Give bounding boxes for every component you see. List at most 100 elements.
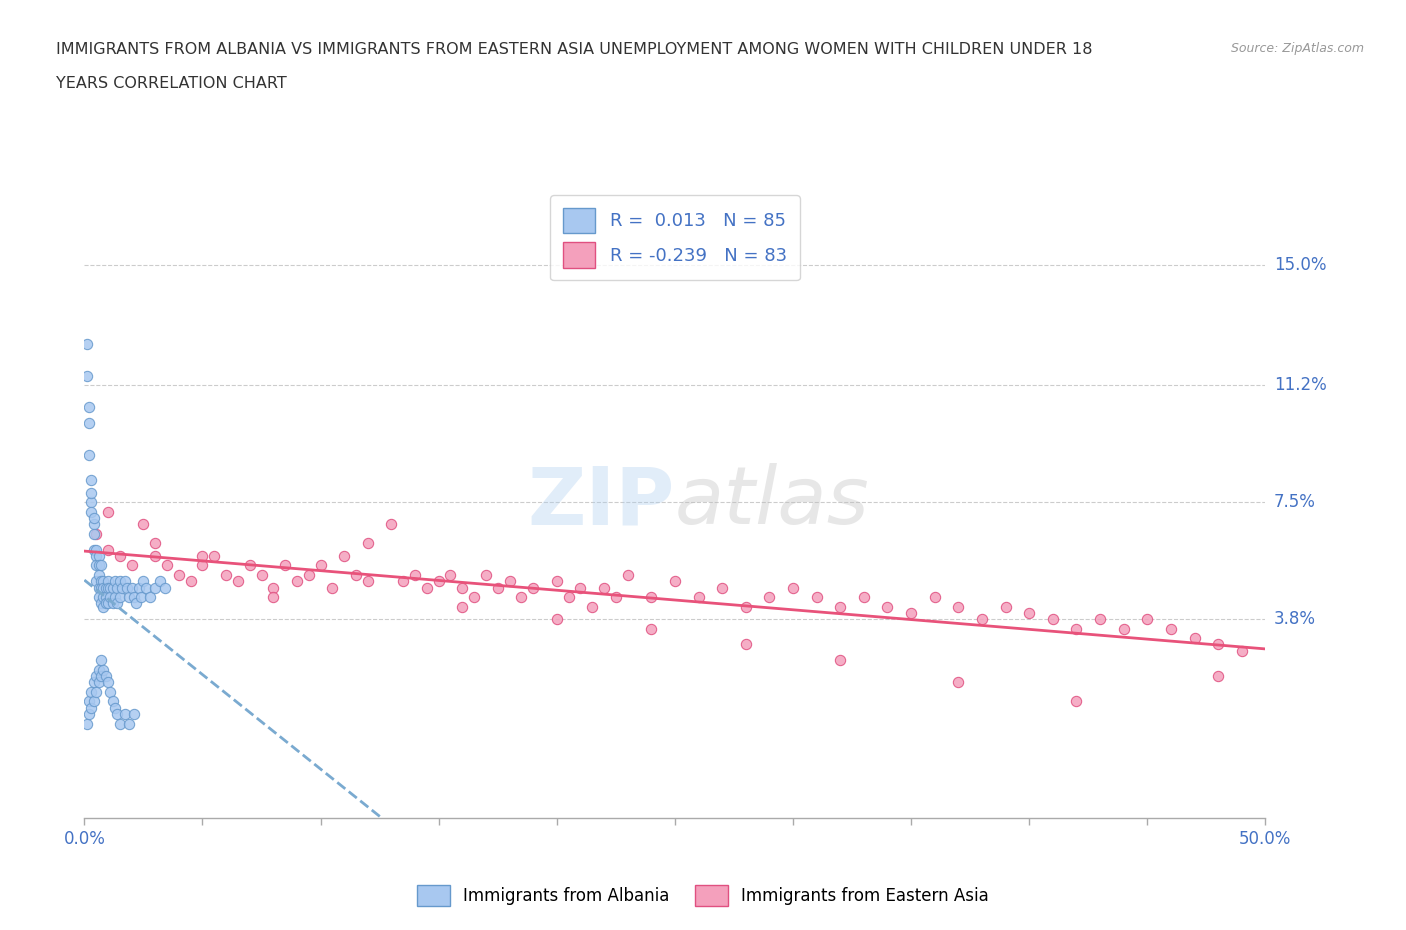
Text: IMMIGRANTS FROM ALBANIA VS IMMIGRANTS FROM EASTERN ASIA UNEMPLOYMENT AMONG WOMEN: IMMIGRANTS FROM ALBANIA VS IMMIGRANTS FR…	[56, 42, 1092, 57]
Point	[149, 574, 172, 589]
Point	[143, 549, 166, 564]
Point	[486, 580, 509, 595]
Point	[77, 447, 100, 462]
Point	[463, 590, 485, 604]
Point	[115, 580, 138, 595]
Point	[852, 590, 875, 604]
Point	[91, 574, 114, 589]
Point	[546, 574, 568, 589]
Point	[605, 590, 627, 604]
Point	[84, 526, 107, 541]
Point	[167, 567, 190, 582]
Point	[129, 590, 152, 604]
Point	[546, 612, 568, 627]
Text: atlas: atlas	[675, 463, 870, 541]
Point	[97, 542, 120, 557]
Point	[1018, 605, 1040, 620]
Point	[475, 567, 498, 582]
Point	[107, 596, 129, 611]
Legend: Immigrants from Albania, Immigrants from Eastern Asia: Immigrants from Albania, Immigrants from…	[411, 879, 995, 912]
Point	[734, 637, 756, 652]
Point	[84, 574, 107, 589]
Point	[90, 558, 112, 573]
Point	[87, 675, 110, 690]
Point	[108, 574, 131, 589]
Point	[569, 580, 592, 595]
Point	[830, 599, 852, 614]
Point	[91, 662, 114, 677]
Point	[215, 567, 238, 582]
Point	[262, 590, 284, 604]
Point	[91, 580, 114, 595]
Point	[91, 590, 114, 604]
Point	[84, 542, 107, 557]
Point	[357, 574, 380, 589]
Point	[1066, 694, 1088, 709]
Point	[108, 716, 131, 731]
Point	[98, 590, 121, 604]
Point	[83, 511, 105, 525]
Point	[83, 542, 105, 557]
Point	[1206, 669, 1229, 684]
Text: 7.5%: 7.5%	[1274, 493, 1316, 512]
Point	[1206, 637, 1229, 652]
Point	[114, 574, 136, 589]
Point	[1088, 612, 1111, 627]
Point	[118, 590, 141, 604]
Point	[948, 675, 970, 690]
Point	[298, 567, 321, 582]
Point	[380, 517, 402, 532]
Point	[640, 621, 662, 636]
Point	[557, 590, 579, 604]
Point	[451, 580, 474, 595]
Point	[250, 567, 273, 582]
Point	[80, 472, 103, 487]
Point	[107, 580, 129, 595]
Point	[876, 599, 898, 614]
Text: Source: ZipAtlas.com: Source: ZipAtlas.com	[1230, 42, 1364, 55]
Point	[80, 504, 103, 519]
Point	[87, 558, 110, 573]
Point	[84, 669, 107, 684]
Point	[202, 549, 225, 564]
Point	[83, 694, 105, 709]
Point	[80, 485, 103, 500]
Point	[83, 526, 105, 541]
Point	[108, 590, 131, 604]
Point	[664, 574, 686, 589]
Point	[309, 558, 332, 573]
Text: ZIP: ZIP	[527, 463, 675, 541]
Point	[98, 580, 121, 595]
Point	[1160, 621, 1182, 636]
Point	[948, 599, 970, 614]
Point	[640, 590, 662, 604]
Point	[107, 707, 129, 722]
Point	[581, 599, 603, 614]
Point	[80, 684, 103, 699]
Text: YEARS CORRELATION CHART: YEARS CORRELATION CHART	[56, 76, 287, 91]
Point	[94, 590, 117, 604]
Legend: R =  0.013   N = 85, R = -0.239   N = 83: R = 0.013 N = 85, R = -0.239 N = 83	[550, 195, 800, 281]
Point	[191, 558, 214, 573]
Point	[321, 580, 343, 595]
Point	[76, 368, 98, 383]
Point	[1042, 612, 1064, 627]
Point	[180, 574, 202, 589]
Point	[97, 596, 120, 611]
Point	[87, 662, 110, 677]
Point	[132, 574, 155, 589]
Point	[94, 580, 117, 595]
Point	[101, 694, 124, 709]
Point	[1136, 612, 1159, 627]
Point	[83, 675, 105, 690]
Point	[333, 549, 356, 564]
Point	[1184, 631, 1206, 645]
Point	[451, 599, 474, 614]
Point	[758, 590, 780, 604]
Point	[94, 669, 117, 684]
Point	[101, 580, 124, 595]
Point	[226, 574, 249, 589]
Point	[121, 558, 143, 573]
Point	[239, 558, 262, 573]
Point	[994, 599, 1017, 614]
